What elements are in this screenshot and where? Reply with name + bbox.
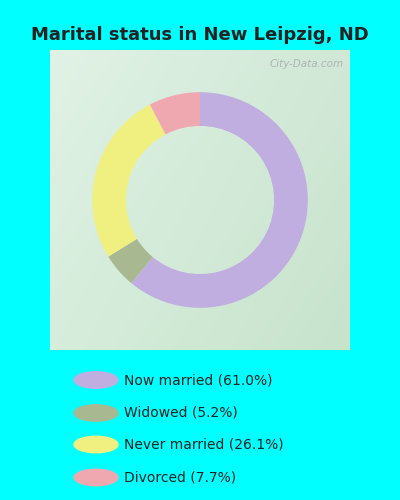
Wedge shape — [150, 92, 200, 134]
Text: Widowed (5.2%): Widowed (5.2%) — [124, 406, 238, 420]
Text: Marital status in New Leipzig, ND: Marital status in New Leipzig, ND — [31, 26, 369, 44]
Text: Divorced (7.7%): Divorced (7.7%) — [124, 470, 236, 484]
Circle shape — [74, 372, 118, 388]
Circle shape — [74, 436, 118, 453]
Wedge shape — [108, 239, 153, 283]
Text: Never married (26.1%): Never married (26.1%) — [124, 438, 284, 452]
Circle shape — [74, 469, 118, 486]
Wedge shape — [131, 92, 308, 308]
Text: City-Data.com: City-Data.com — [270, 59, 344, 69]
Wedge shape — [92, 104, 166, 256]
Circle shape — [74, 405, 118, 421]
Text: Now married (61.0%): Now married (61.0%) — [124, 373, 272, 387]
